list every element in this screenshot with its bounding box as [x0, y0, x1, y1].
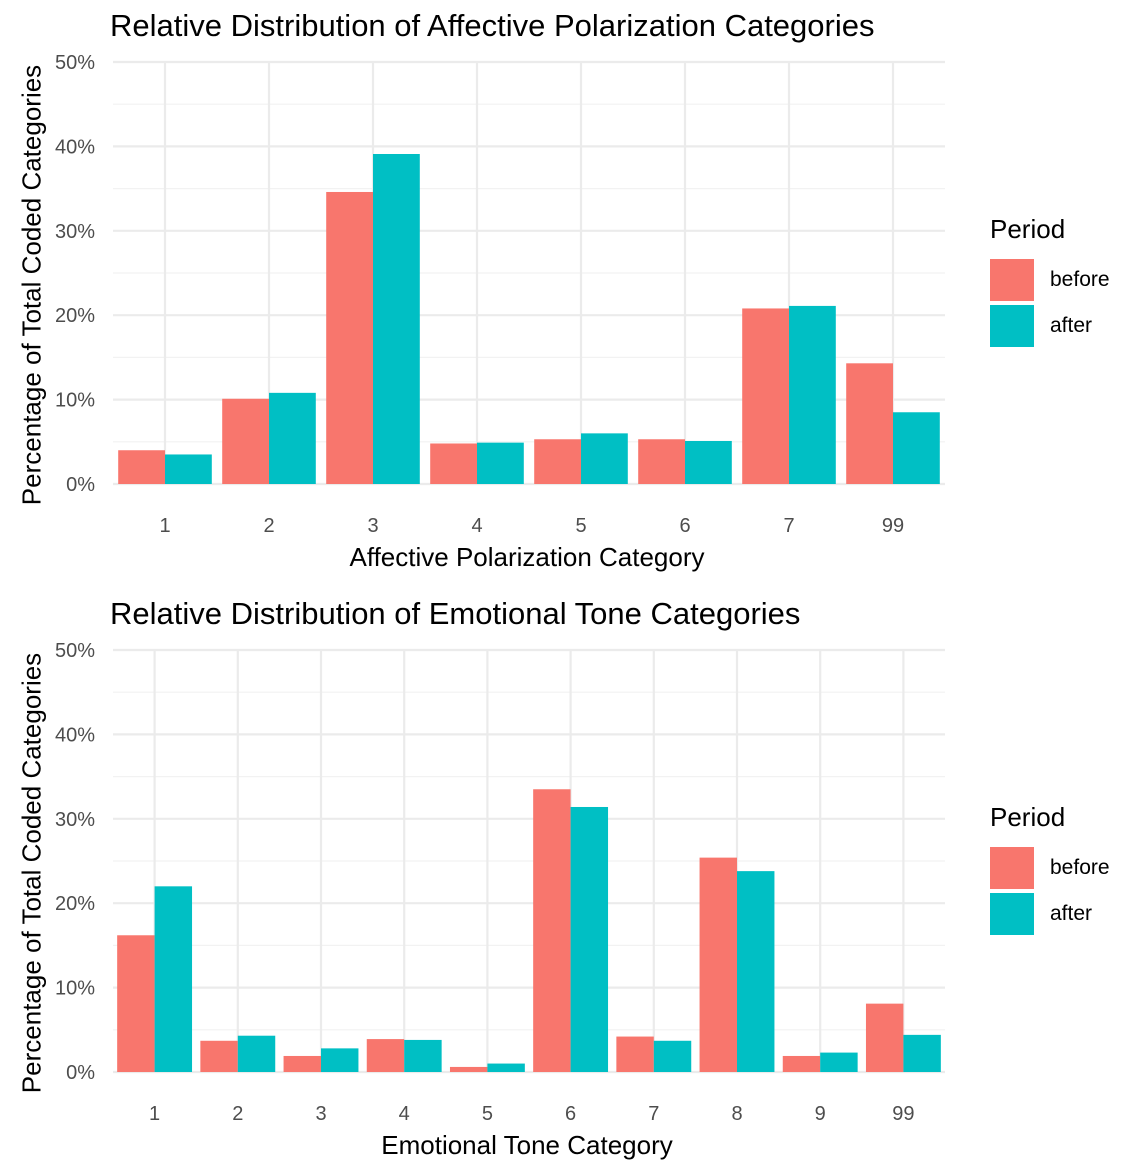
y-tick-label: 0% — [66, 474, 95, 496]
bar-before-9 — [782, 1055, 821, 1072]
bar-before-99 — [865, 1003, 904, 1072]
legend-label-after: after — [1050, 314, 1093, 337]
y-tick-label: 50% — [55, 640, 95, 662]
bar-after-7 — [653, 1040, 692, 1072]
legend-swatch-after — [990, 305, 1034, 347]
x-tick-label: 5 — [575, 515, 586, 537]
bar-after-4 — [477, 442, 524, 484]
bar-after-7 — [789, 305, 836, 484]
bar-after-99 — [903, 1034, 941, 1072]
bar-before-7 — [616, 1036, 654, 1072]
x-tick-label: 9 — [815, 1103, 826, 1125]
legend-swatch-after — [990, 893, 1034, 935]
plot-area: 0%10%20%30%40%50%1 2 3 4 5 6 7 8 9 99 — [55, 640, 945, 1125]
bar-before-3 — [326, 191, 373, 484]
y-tick-label: 40% — [55, 136, 95, 158]
bar-after-99 — [893, 412, 940, 484]
bar-before-7 — [742, 308, 789, 484]
bar-before-5 — [534, 439, 581, 484]
bar-after-5 — [581, 433, 628, 484]
bar-before-8 — [699, 857, 737, 1072]
y-tick-label: 0% — [66, 1062, 95, 1084]
bar-after-6 — [685, 440, 732, 484]
emotional-tone-chart: Relative Distribution of Emotional Tone … — [0, 588, 1146, 1176]
x-tick-label: 1 — [159, 515, 170, 537]
y-tick-label: 20% — [55, 305, 95, 327]
x-tick-label: 5 — [482, 1103, 493, 1125]
legend-label-after: after — [1050, 902, 1093, 925]
bar-after-6 — [570, 806, 609, 1072]
y-tick-label: 40% — [55, 724, 95, 746]
x-tick-label: 1 — [149, 1103, 160, 1125]
bar-after-2 — [237, 1035, 276, 1072]
bar-before-1 — [118, 450, 165, 484]
x-axis-label: Emotional Tone Category — [381, 1130, 673, 1160]
y-tick-label: 10% — [55, 978, 95, 1000]
bar-after-1 — [165, 454, 212, 484]
x-tick-label: 3 — [315, 1103, 326, 1125]
x-tick-label: 6 — [565, 1103, 576, 1125]
x-tick-label: 4 — [471, 515, 482, 537]
chart-title: Relative Distribution of Emotional Tone … — [110, 596, 801, 631]
x-tick-label: 6 — [679, 515, 690, 537]
legend-item-after: after — [990, 891, 1110, 937]
x-tick-label: 4 — [399, 1103, 410, 1125]
affective-polarization-chart: Relative Distribution of Affective Polar… — [17, 8, 1110, 572]
x-tick-label: 99 — [892, 1103, 914, 1125]
legend: Period before after — [990, 214, 1110, 349]
legend: Period before after — [990, 802, 1110, 937]
plot-area: 0% 10% 20% 30% 40% 50% 1 2 3 4 5 6 7 99 — [55, 52, 945, 537]
bar-before-5 — [449, 1066, 488, 1072]
bar-after-3 — [321, 1048, 359, 1072]
legend-title: Period — [990, 214, 1066, 244]
bar-after-2 — [269, 392, 316, 484]
bar-before-1 — [117, 935, 155, 1072]
bar-after-8 — [737, 871, 775, 1072]
legend-item-before: before — [990, 845, 1110, 891]
x-tick-label: 3 — [367, 515, 378, 537]
bar-before-4 — [366, 1039, 405, 1072]
gridlines — [113, 648, 945, 1074]
legend-item-before: before — [990, 257, 1110, 303]
bar-before-6 — [638, 439, 685, 484]
x-tick-label: 7 — [783, 515, 794, 537]
legend-swatch-before — [990, 259, 1034, 301]
legend-title: Period — [990, 802, 1066, 832]
bar-before-99 — [846, 363, 893, 484]
bar-before-2 — [222, 398, 269, 484]
y-tick-label: 10% — [55, 390, 95, 412]
x-tick-label: 7 — [648, 1103, 659, 1125]
x-tick-label: 8 — [731, 1103, 742, 1125]
legend-swatch-before — [990, 847, 1034, 889]
y-tick-label: 50% — [55, 52, 95, 74]
y-tick-label: 30% — [55, 221, 95, 243]
bar-after-1 — [154, 886, 193, 1072]
bar-after-5 — [487, 1063, 525, 1072]
y-tick-label: 30% — [55, 809, 95, 831]
legend-label-before: before — [1050, 268, 1110, 291]
x-axis-label: Affective Polarization Category — [349, 542, 705, 572]
chart-title: Relative Distribution of Affective Polar… — [110, 8, 875, 43]
bar-before-4 — [430, 443, 477, 484]
bar-after-3 — [373, 153, 420, 484]
bar-before-2 — [200, 1040, 238, 1072]
bar-before-3 — [283, 1055, 321, 1072]
legend-label-before: before — [1050, 856, 1110, 879]
bar-after-4 — [404, 1039, 442, 1072]
bar-after-9 — [820, 1052, 858, 1072]
x-tick-label: 2 — [232, 1103, 243, 1125]
bar-before-6 — [533, 789, 571, 1072]
x-tick-label: 99 — [882, 515, 904, 537]
x-tick-label: 2 — [263, 515, 274, 537]
y-tick-label: 20% — [55, 893, 95, 915]
legend-item-after: after — [990, 303, 1110, 349]
